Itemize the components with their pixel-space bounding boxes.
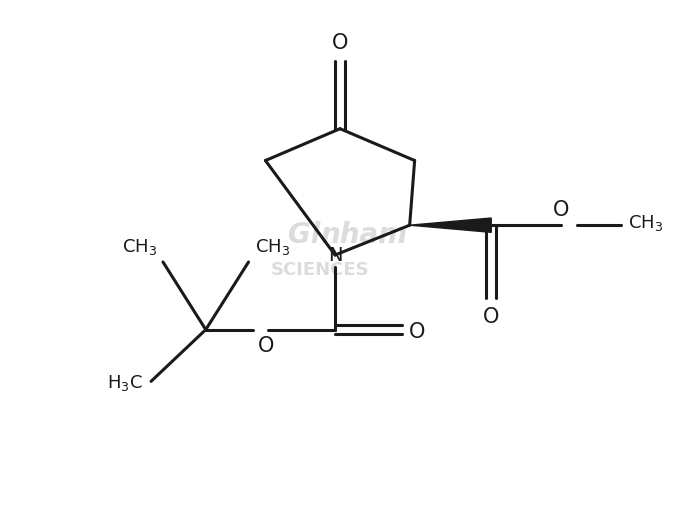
Text: CH$_3$: CH$_3$	[122, 237, 157, 257]
Text: nham: nham	[320, 221, 407, 249]
Polygon shape	[410, 218, 491, 232]
Text: SCIENCES: SCIENCES	[271, 261, 370, 279]
Text: CH$_3$: CH$_3$	[628, 213, 664, 233]
Text: O: O	[409, 321, 425, 342]
Text: O: O	[553, 200, 569, 220]
Text: CH$_3$: CH$_3$	[255, 237, 291, 257]
Text: Gl: Gl	[288, 221, 320, 249]
Text: H$_3$C: H$_3$C	[107, 373, 143, 393]
Text: O: O	[332, 33, 348, 53]
Text: O: O	[258, 335, 275, 356]
Text: N: N	[328, 245, 342, 265]
Text: O: O	[483, 307, 500, 327]
